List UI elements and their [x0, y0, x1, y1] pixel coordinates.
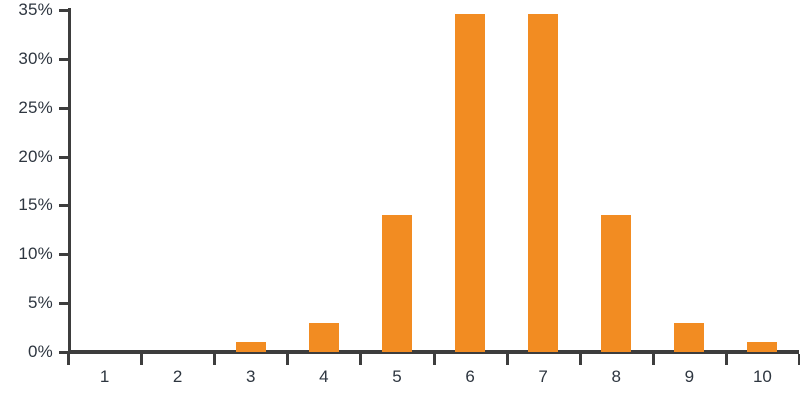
x-axis-tick — [578, 354, 582, 365]
bar — [455, 13, 486, 352]
x-axis-line — [68, 350, 799, 354]
bar — [601, 215, 632, 352]
x-axis-tick — [505, 354, 509, 365]
x-axis-tick-label: 10 — [752, 367, 772, 386]
x-axis-tick — [359, 354, 363, 365]
y-axis-tick — [59, 106, 68, 110]
bar — [381, 215, 412, 352]
x-axis-tick-label: 5 — [392, 367, 402, 386]
y-axis-tick-label: 35% — [18, 0, 53, 19]
y-axis-tick — [59, 9, 68, 12]
bar — [308, 322, 339, 352]
y-axis-tick-label: 0% — [28, 342, 53, 361]
x-axis-tick — [724, 354, 728, 365]
x-axis-tick — [651, 354, 655, 365]
x-axis-tick — [213, 354, 217, 365]
x-axis-tick-label: 3 — [246, 367, 256, 386]
y-axis-tick — [59, 302, 68, 306]
x-axis-tick — [798, 354, 800, 365]
x-axis-tick — [67, 354, 70, 365]
x-axis-tick-label: 8 — [611, 367, 621, 386]
y-axis-tick-label: 25% — [18, 97, 53, 117]
x-axis-tick — [140, 354, 144, 365]
y-axis-line — [68, 8, 71, 353]
x-axis-tick-label: 6 — [465, 367, 475, 386]
x-axis-tick — [432, 354, 436, 365]
y-axis-tick-label: 15% — [18, 195, 53, 215]
y-axis-tick-label: 20% — [18, 146, 53, 166]
y-axis-tick — [59, 351, 68, 354]
y-axis-tick — [59, 57, 68, 61]
y-axis-tick — [59, 253, 68, 257]
y-axis-tick-label: 30% — [18, 48, 53, 68]
x-axis-tick-label: 9 — [684, 367, 695, 386]
y-axis-tick — [59, 155, 68, 159]
x-axis-tick-label: 1 — [99, 367, 110, 386]
x-axis-tick — [286, 354, 290, 365]
y-axis-tick — [59, 204, 68, 208]
bar — [528, 13, 559, 352]
y-axis-tick-label: 5% — [28, 293, 53, 313]
x-axis-tick-label: 7 — [538, 367, 548, 386]
bar — [235, 342, 266, 352]
bar — [747, 342, 778, 352]
y-axis-tick-label: 10% — [18, 244, 53, 264]
bar — [674, 322, 705, 352]
x-axis-tick-label: 4 — [319, 367, 329, 386]
x-axis-tick-label: 2 — [172, 367, 183, 386]
